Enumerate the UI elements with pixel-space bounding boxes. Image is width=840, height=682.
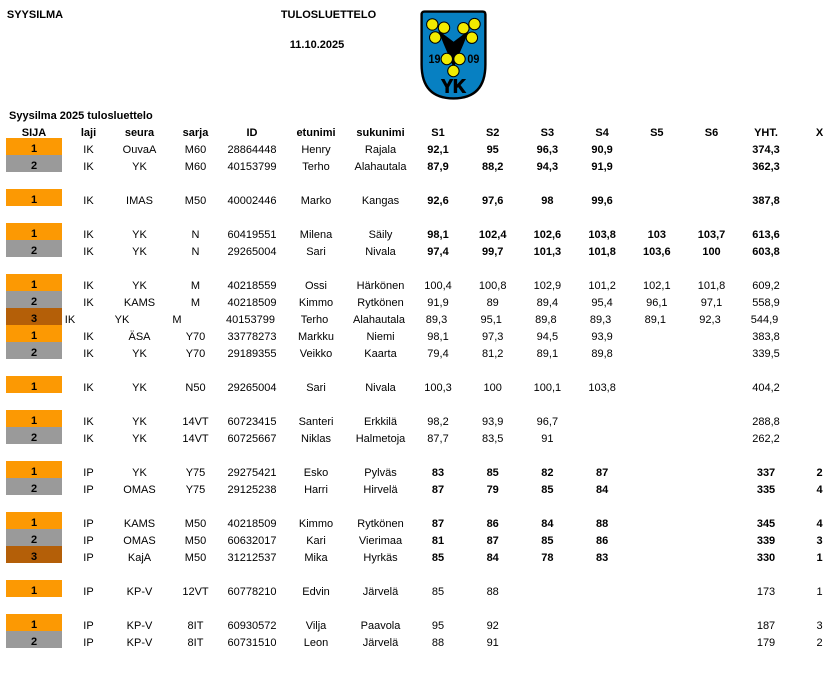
svg-text:YK: YK [441,75,466,96]
svg-text:19: 19 [428,52,440,66]
svg-text:09: 09 [467,52,479,66]
